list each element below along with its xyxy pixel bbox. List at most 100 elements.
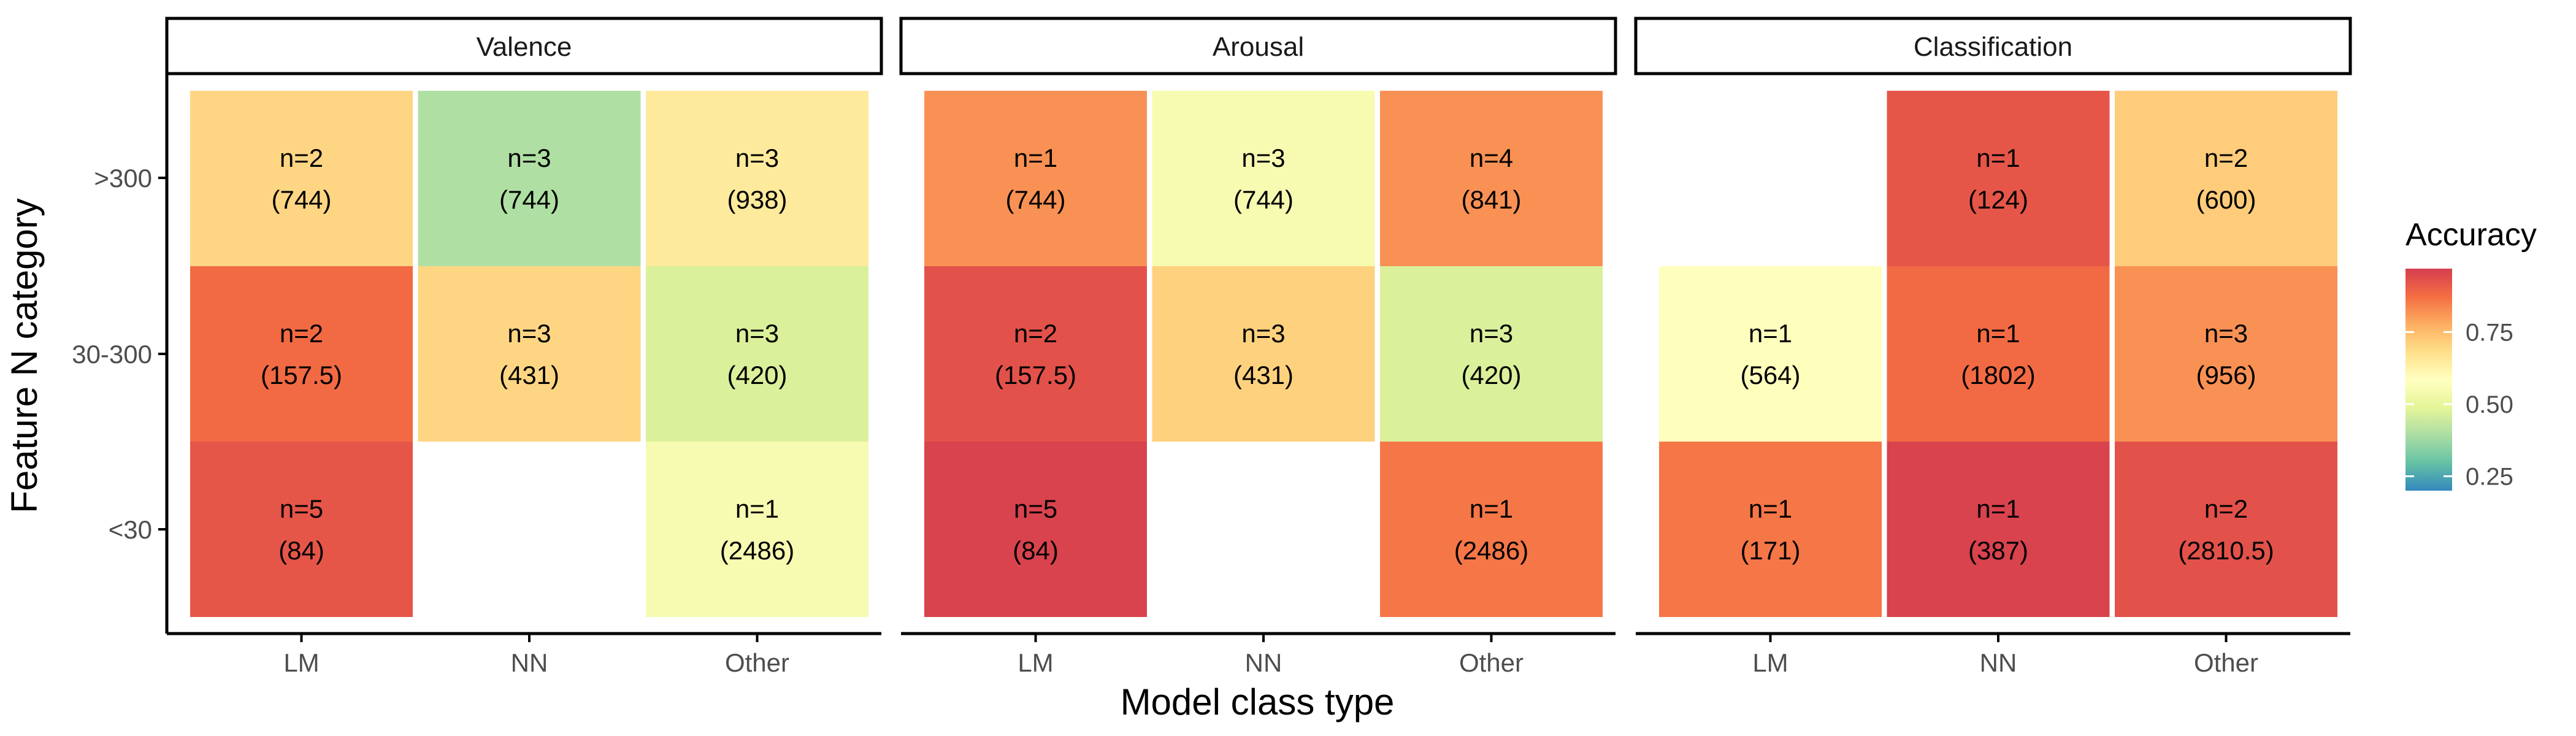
heatmap-cell <box>924 91 1147 266</box>
heatmap-cell <box>1152 91 1375 266</box>
cell-median-label: (84) <box>1013 536 1059 565</box>
facet-strip-label: Arousal <box>1213 32 1304 62</box>
cell-median-label: (420) <box>1461 361 1521 389</box>
heatmap-cell <box>924 266 1147 442</box>
x-tick-label: LM <box>1018 648 1053 677</box>
cell-n-label: n=2 <box>1014 319 1057 348</box>
heatmap-cell <box>418 266 641 442</box>
cell-n-label: n=2 <box>280 319 323 348</box>
cell-median-label: (2810.5) <box>2178 536 2274 565</box>
cell-median-label: (744) <box>271 185 331 214</box>
heatmap-cell <box>646 266 868 442</box>
heatmap-cell <box>1380 266 1603 442</box>
cell-median-label: (157.5) <box>261 361 342 389</box>
facet-strip-label: Valence <box>477 32 572 62</box>
x-tick-label: LM <box>283 648 319 677</box>
cell-median-label: (431) <box>1233 361 1294 389</box>
x-tick-label: NN <box>1245 648 1282 677</box>
cell-median-label: (744) <box>1233 185 1294 214</box>
y-tick-label: <30 <box>109 515 152 544</box>
cell-median-label: (841) <box>1461 185 1521 214</box>
facet-strip <box>165 17 883 75</box>
heatmap-cell <box>2115 91 2337 266</box>
cell-median-label: (744) <box>499 185 559 214</box>
cell-median-label: (2486) <box>1454 536 1528 565</box>
x-tick-label: LM <box>1752 648 1788 677</box>
cell-n-label: n=1 <box>1976 494 2020 523</box>
cell-n-label: n=3 <box>507 144 551 172</box>
facet-strip <box>899 17 1617 75</box>
cell-median-label: (956) <box>2196 361 2256 389</box>
heatmap-cell <box>646 91 868 266</box>
x-tick-label: Other <box>725 648 789 677</box>
cell-n-label: n=1 <box>1976 144 2020 172</box>
facet-strip-label: Classification <box>1914 32 2072 62</box>
cell-n-label: n=1 <box>1014 144 1057 172</box>
cell-median-label: (171) <box>1740 536 1800 565</box>
heatmap-cell <box>1380 91 1603 266</box>
heatmap-cell <box>1152 266 1375 442</box>
cell-n-label: n=3 <box>735 319 779 348</box>
panel-arousal: Arousal n=1 (744) n=3 (744) n=4 (841) n=2 (157.5… <box>899 17 1617 677</box>
cell-median-label: (2486) <box>720 536 794 565</box>
y-tick-label: >300 <box>94 164 152 193</box>
heatmap-cell <box>924 442 1147 617</box>
cell-n-label: n=1 <box>1470 494 1513 523</box>
x-tick-label: Other <box>2194 648 2258 677</box>
cell-median-label: (431) <box>499 361 559 389</box>
cell-n-label: n=3 <box>507 319 551 348</box>
cell-n-label: n=1 <box>1976 319 2020 348</box>
heatmap-cell <box>2115 266 2337 442</box>
panel-classification: Classification n=1 (124) n=2 (600) n=1 (564) n=… <box>1634 17 2352 677</box>
heatmap-cell <box>1659 442 1882 617</box>
cell-n-label: n=1 <box>735 494 779 523</box>
cell-n-label: n=1 <box>1749 494 1792 523</box>
legend-title: Accuracy <box>2405 217 2537 253</box>
cell-median-label: (420) <box>727 361 787 389</box>
x-axis-title: Model class type <box>1121 681 1395 723</box>
heatmap-cell <box>1887 442 2110 617</box>
x-tick-label: Other <box>1459 648 1524 677</box>
heatmap-cell <box>1887 91 2110 266</box>
heatmap-cell <box>646 442 868 617</box>
cell-median-label: (157.5) <box>995 361 1076 389</box>
cell-n-label: n=3 <box>2204 319 2248 348</box>
heatmap-cell <box>1659 266 1882 442</box>
cell-median-label: (124) <box>1968 185 2028 214</box>
cell-n-label: n=3 <box>1470 319 1513 348</box>
cell-median-label: (744) <box>1005 185 1065 214</box>
heatmap-cell <box>418 91 641 266</box>
y-axis-title: Feature N category <box>4 198 45 513</box>
x-tick-label: NN <box>1980 648 2017 677</box>
cell-median-label: (600) <box>2196 185 2256 214</box>
cell-n-label: n=5 <box>1014 494 1057 523</box>
panels: Valence n=2 (744) n=3 (744) n=3 (938) n=2 (157.5… <box>72 17 2352 677</box>
legend-tick-label: 0.50 <box>2466 391 2513 418</box>
cell-n-label: n=2 <box>280 144 323 172</box>
y-tick-label: 30-300 <box>72 340 152 369</box>
cell-median-label: (387) <box>1968 536 2028 565</box>
legend-tick-label: 0.75 <box>2466 319 2513 346</box>
cell-n-label: n=3 <box>735 144 779 172</box>
legend-tick-label: 0.25 <box>2466 463 2513 490</box>
cell-median-label: (1802) <box>1961 361 2035 389</box>
cell-n-label: n=3 <box>1241 144 1285 172</box>
cell-n-label: n=2 <box>2204 144 2248 172</box>
heatmap-cell <box>1380 442 1603 617</box>
heatmap-cell <box>2115 442 2337 617</box>
cell-median-label: (84) <box>278 536 324 565</box>
cell-n-label: n=1 <box>1749 319 1792 348</box>
cell-n-label: n=3 <box>1241 319 1285 348</box>
panel-valence: Valence n=2 (744) n=3 (744) n=3 (938) n=2 (157.5… <box>72 17 883 677</box>
legend-colorbar <box>2405 269 2452 491</box>
cell-median-label: (564) <box>1740 361 1800 389</box>
cell-median-label: (938) <box>727 185 787 214</box>
facet-strip <box>1634 17 2352 75</box>
legend: Accuracy 0.75 0.50 0.25 <box>2405 217 2537 491</box>
heatmap-cell <box>190 91 413 266</box>
cell-n-label: n=2 <box>2204 494 2248 523</box>
cell-n-label: n=4 <box>1470 144 1513 172</box>
heatmap-cell <box>1887 266 2110 442</box>
heatmap-cell <box>190 266 413 442</box>
